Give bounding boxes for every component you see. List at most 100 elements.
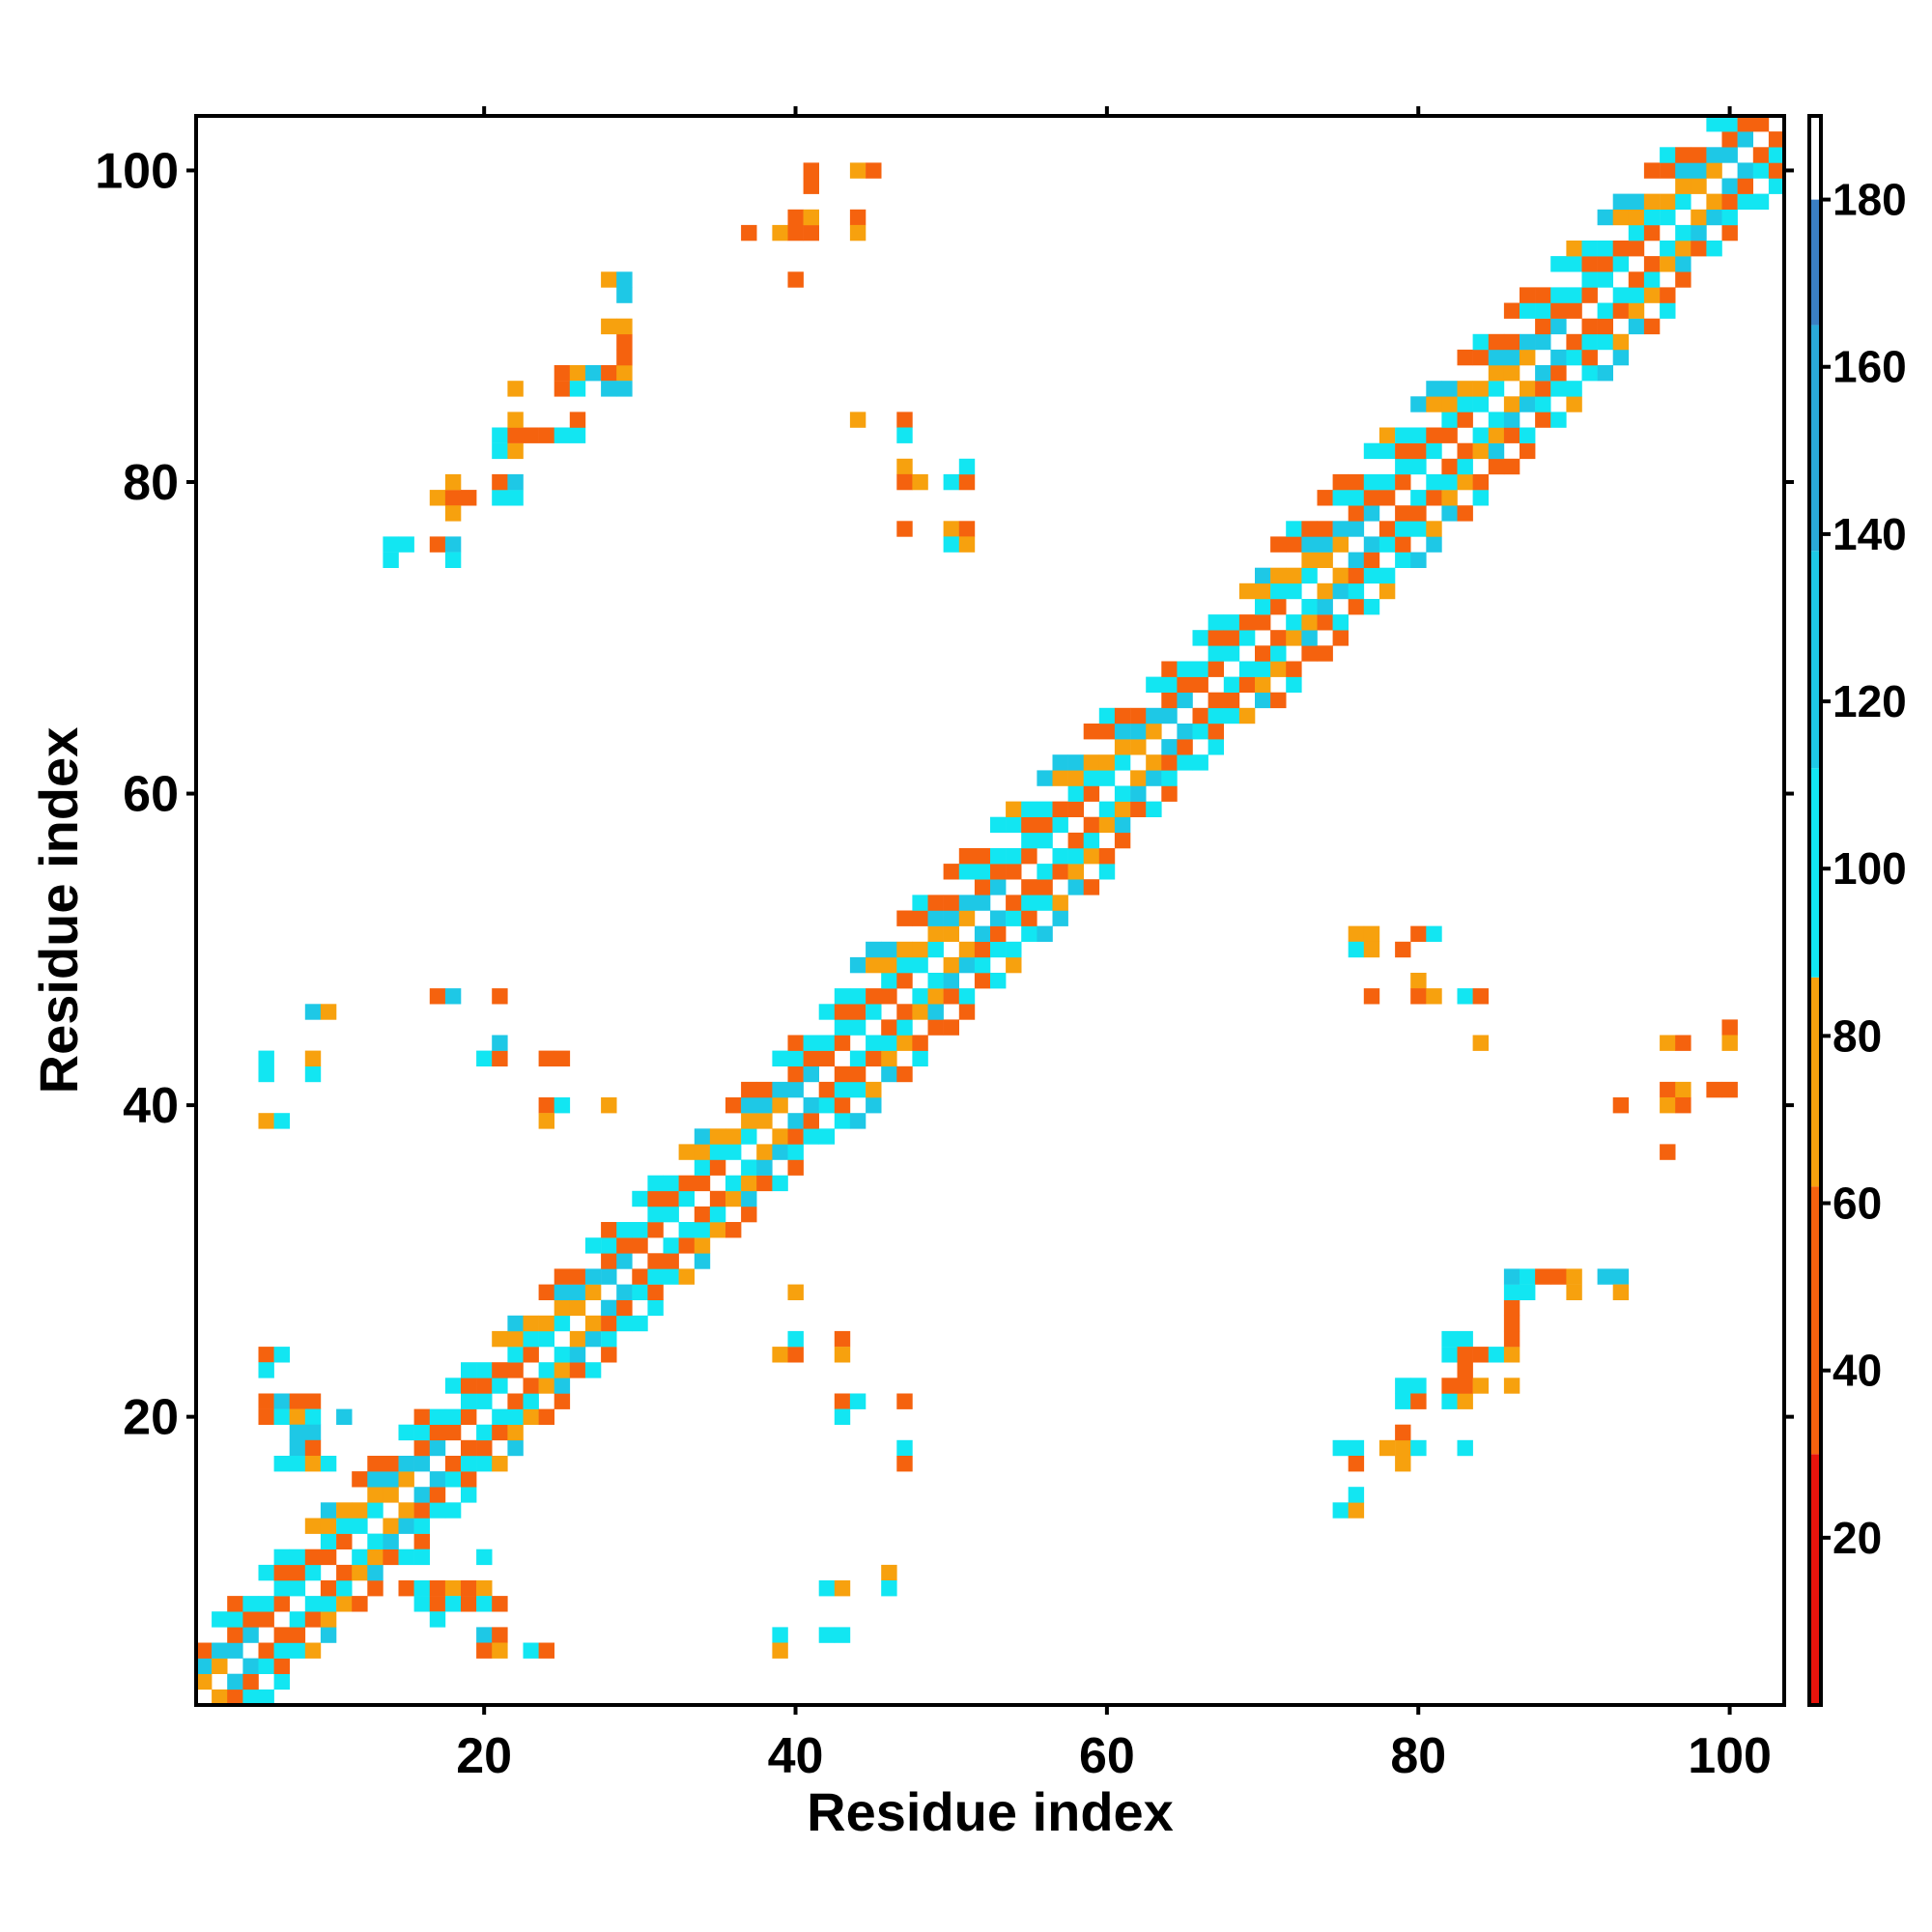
heatmap-cell	[943, 1019, 959, 1036]
heatmap-cell	[1503, 1315, 1520, 1332]
heatmap-cell	[569, 1284, 586, 1300]
heatmap-cell	[1037, 770, 1053, 786]
heatmap-cell	[1395, 1439, 1411, 1457]
heatmap-cell	[1363, 925, 1380, 942]
heatmap-cell	[1098, 848, 1116, 865]
heatmap-cell	[1721, 131, 1738, 148]
heatmap-cell	[1363, 536, 1380, 553]
heatmap-cell	[601, 365, 617, 382]
heatmap-cell	[444, 536, 462, 553]
heatmap-cell	[320, 1580, 337, 1597]
heatmap-cell	[1721, 193, 1738, 210]
heatmap-cell	[320, 1596, 337, 1612]
heatmap-cell	[444, 505, 462, 522]
heatmap-cell	[507, 427, 524, 443]
heatmap-cell	[304, 1456, 322, 1472]
colorbar-tick-label: 60	[1833, 1179, 1882, 1229]
heatmap-cell	[1006, 848, 1022, 865]
heatmap-cell	[1628, 271, 1645, 288]
heatmap-cell	[1052, 754, 1068, 771]
heatmap-cell	[1426, 490, 1442, 506]
heatmap-cell	[678, 1237, 695, 1254]
heatmap-cell	[990, 816, 1007, 834]
heatmap-cell	[1488, 333, 1505, 351]
heatmap-cell	[1286, 614, 1302, 631]
heatmap-cell	[1083, 816, 1100, 834]
heatmap-cell	[694, 1128, 711, 1145]
heatmap-cell	[273, 1627, 290, 1643]
heatmap-cell	[476, 1580, 493, 1597]
heatmap-cell	[538, 1315, 554, 1332]
colorbar: 20 40 60 80 100 120 140 160 180	[1807, 114, 1907, 1707]
heatmap-cell	[492, 427, 508, 443]
heatmap-cell	[927, 925, 944, 942]
heatmap-cell	[1612, 349, 1630, 366]
heatmap-cell	[1660, 1097, 1676, 1114]
heatmap-cell	[678, 1144, 695, 1160]
heatmap-cell	[866, 1081, 882, 1098]
heatmap-cell	[803, 162, 819, 179]
heatmap-cell	[1472, 988, 1489, 1005]
heatmap-cell	[803, 209, 819, 226]
heatmap-cell	[958, 941, 976, 958]
heatmap-cell	[1238, 630, 1256, 646]
heatmap-cell	[818, 1097, 836, 1114]
heatmap-cell	[803, 224, 819, 242]
heatmap-cell	[242, 1596, 259, 1612]
heatmap-cell	[772, 1175, 788, 1192]
heatmap-cell	[1052, 816, 1068, 834]
heatmap-cell	[1550, 349, 1567, 366]
heatmap-cell	[1270, 630, 1287, 646]
heatmap-cell	[1255, 645, 1271, 662]
heatmap-cell	[1721, 209, 1738, 226]
heatmap-cell	[1566, 1284, 1582, 1300]
heatmap-cell	[896, 1065, 913, 1083]
heatmap-cell	[616, 318, 633, 335]
heatmap-cell	[1161, 676, 1178, 693]
heatmap-cell	[1270, 582, 1287, 600]
heatmap-cell	[1208, 614, 1224, 631]
heatmap-cell	[1083, 848, 1100, 865]
heatmap-cell	[958, 910, 976, 926]
heatmap-cell	[1067, 770, 1084, 786]
heatmap-cell	[1332, 521, 1349, 537]
heatmap-cell	[1177, 692, 1193, 709]
heatmap-cell	[507, 1330, 524, 1348]
heatmap-cell	[444, 988, 462, 1005]
heatmap-cell	[663, 1190, 679, 1208]
y-axis-title: Residue index	[28, 727, 89, 1094]
heatmap-cell	[787, 1330, 804, 1348]
heatmap-cell	[632, 1237, 648, 1254]
heatmap-cell	[1441, 458, 1458, 475]
heatmap-cell	[1255, 676, 1271, 693]
heatmap-cell	[1332, 1439, 1349, 1457]
heatmap-cell	[678, 1175, 695, 1192]
heatmap-cell	[1410, 396, 1427, 412]
heatmap-cell	[523, 427, 539, 443]
heatmap-cell	[1332, 490, 1349, 506]
heatmap-cell	[304, 1642, 322, 1659]
heatmap-cell	[709, 1190, 726, 1208]
heatmap-cell	[881, 973, 897, 989]
heatmap-cell	[444, 1580, 462, 1597]
heatmap-cell	[958, 458, 976, 475]
heatmap-cell	[1612, 302, 1630, 319]
heatmap-cell	[273, 1347, 290, 1363]
heatmap-cell	[1675, 271, 1691, 288]
heatmap-cell	[849, 1393, 867, 1409]
heatmap-cell	[1706, 241, 1722, 257]
heatmap-cell	[1410, 1393, 1427, 1409]
heatmap-cell	[1472, 1347, 1489, 1363]
heatmap-cell	[1457, 442, 1473, 460]
heatmap-cell	[258, 1611, 274, 1628]
heatmap-cell	[584, 1284, 602, 1300]
heatmap-cell	[1535, 412, 1551, 428]
heatmap-cell	[1581, 256, 1598, 272]
heatmap-cell	[304, 1004, 322, 1020]
heatmap-cell	[896, 427, 913, 443]
heatmap-cell	[990, 973, 1007, 989]
heatmap-cell	[584, 1315, 602, 1332]
heatmap-cell	[1037, 925, 1053, 942]
heatmap-cell	[273, 1596, 290, 1612]
heatmap-cell	[772, 1144, 788, 1160]
